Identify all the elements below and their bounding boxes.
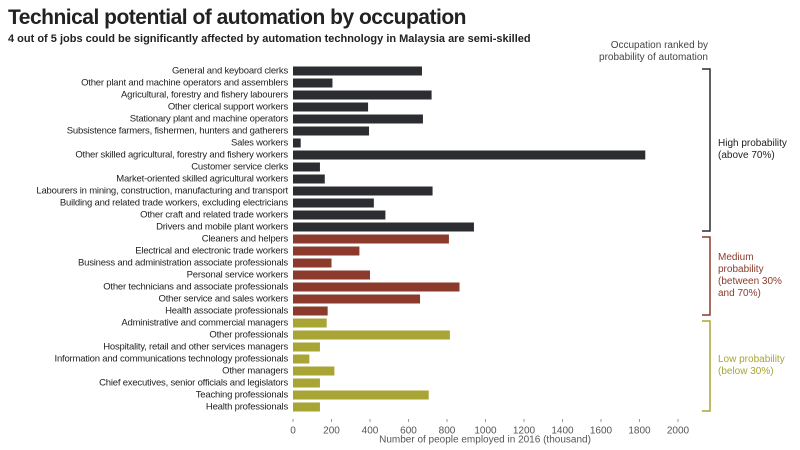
- y-tick-label: Building and related trade workers, excl…: [60, 198, 289, 209]
- bar: [293, 330, 450, 340]
- y-tick-label: Cleaners and helpers: [202, 234, 289, 245]
- legend-entry: Medium probability (between 30% and 70%): [718, 252, 782, 299]
- x-tick-label: 1600: [590, 426, 613, 437]
- bar: [293, 246, 360, 256]
- x-tick-label: 1400: [551, 426, 574, 437]
- bar: [293, 138, 301, 148]
- chart-subtitle: 4 out of 5 jobs could be significantly a…: [8, 33, 531, 45]
- y-tick-label: Health associate professionals: [165, 306, 288, 317]
- group-bracket: [702, 236, 711, 316]
- bar: [293, 270, 370, 280]
- bar: [293, 126, 370, 136]
- bar: [293, 150, 646, 160]
- bar: [293, 186, 433, 196]
- y-tick-label: Other managers: [222, 366, 288, 377]
- bar: [293, 234, 449, 244]
- y-tick-label: Business and administration associate pr…: [78, 258, 288, 269]
- y-tick-label: Other professionals: [209, 330, 288, 341]
- legend-entry: Low probability (below 30%): [718, 354, 785, 377]
- bar: [293, 210, 386, 220]
- y-tick-label: Other technicians and associate professi…: [103, 282, 288, 293]
- y-tick-label: Labourers in mining, construction, manuf…: [36, 186, 288, 197]
- bar: [293, 390, 429, 400]
- bar: [293, 174, 325, 184]
- annotation: Occupation ranked by probability of auto…: [599, 40, 708, 63]
- x-tick-label: 1000: [474, 426, 497, 437]
- x-tick-label: 600: [400, 426, 417, 437]
- bar: [293, 366, 335, 376]
- bar: [293, 378, 320, 388]
- x-tick-label: 1200: [513, 426, 536, 437]
- x-axis-label: Number of people employed in 2016 (thous…: [379, 435, 591, 446]
- bar: [293, 318, 327, 328]
- y-tick-label: Health professionals: [206, 402, 289, 413]
- y-tick-label: Stationary plant and machine operators: [130, 114, 289, 125]
- bar: [293, 306, 328, 316]
- bar: [293, 258, 332, 268]
- legend-entry: High probability (above 70%): [718, 138, 787, 161]
- y-tick-label: Agricultural, forestry and fishery labou…: [121, 90, 288, 101]
- y-tick-label: Customer service clerks: [191, 162, 288, 173]
- y-tick-label: Other plant and machine operators and as…: [81, 78, 288, 89]
- y-tick-label: Drivers and mobile plant workers: [156, 222, 288, 233]
- y-tick-label: Hospitality, retail and other services m…: [103, 342, 288, 353]
- x-tick-label: 800: [439, 426, 456, 437]
- bar: [293, 222, 474, 232]
- y-tick-label: Personal service workers: [187, 270, 289, 281]
- bar: [293, 354, 310, 364]
- bar: [293, 114, 423, 124]
- y-tick-label: Other skilled agricultural, forestry and…: [75, 150, 288, 161]
- bar: [293, 162, 320, 172]
- group-bracket: [702, 320, 711, 412]
- bar: [293, 198, 374, 208]
- y-tick-label: Chief executives, senior officials and l…: [99, 378, 288, 389]
- bar: [293, 102, 369, 112]
- y-tick-label: Electrical and electronic trade workers: [135, 246, 288, 257]
- y-tick-label: Other clerical support workers: [168, 102, 289, 113]
- bar: [293, 402, 320, 412]
- y-tick-label: General and keyboard clerks: [172, 66, 289, 77]
- y-tick-label: Information and communications technolog…: [55, 354, 289, 365]
- x-tick-label: 1800: [628, 426, 651, 437]
- group-bracket: [702, 68, 711, 232]
- x-tick-label: 0: [290, 426, 296, 437]
- bar: [293, 294, 421, 304]
- bar: [293, 342, 320, 352]
- bar: [293, 66, 422, 76]
- bar: [293, 90, 432, 100]
- y-tick-label: Teaching professionals: [196, 390, 289, 401]
- y-tick-label: Other service and sales workers: [159, 294, 289, 305]
- bar: [293, 78, 333, 88]
- y-tick-label: Administrative and commercial managers: [121, 318, 288, 329]
- x-tick-label: 400: [362, 426, 379, 437]
- y-tick-label: Market-oriented skilled agricultural wor…: [116, 174, 288, 185]
- x-tick-label: 2000: [667, 426, 690, 437]
- y-tick-label: Subsistence farmers, fishermen, hunters …: [67, 126, 289, 137]
- y-tick-label: Other craft and related trade workers: [140, 210, 288, 221]
- y-tick-label: Sales workers: [231, 138, 289, 149]
- bar: [293, 282, 460, 292]
- x-tick-label: 200: [323, 426, 340, 437]
- chart-title: Technical potential of automation by occ…: [8, 6, 466, 29]
